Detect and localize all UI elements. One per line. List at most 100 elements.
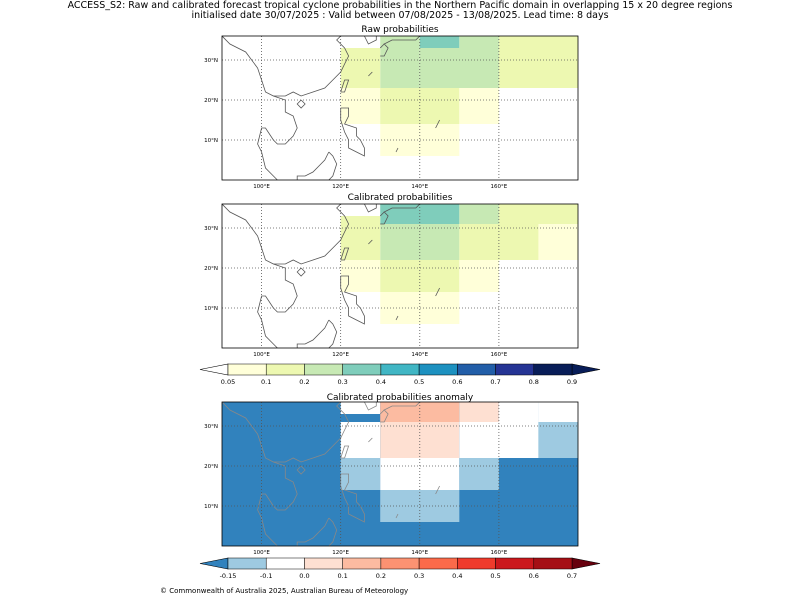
colorbar-segment <box>495 363 535 376</box>
colorbar-tick-label: 0.4 <box>452 572 462 580</box>
x-tick-label: 100°E <box>253 550 270 556</box>
colorbar-tick-label: 0.7 <box>567 572 577 580</box>
probability-cell <box>459 224 539 260</box>
x-tick-label: 100°E <box>253 184 270 190</box>
colorbar-segment <box>380 557 420 570</box>
colorbar-tick-label: 0.3 <box>337 378 347 386</box>
colorbar-tick-label: 0.1 <box>337 572 347 580</box>
colorbar-segment <box>265 363 305 376</box>
colorbar-segment <box>418 557 458 570</box>
x-tick-label: 160°E <box>491 184 508 190</box>
colorbar-tick-label: 0.5 <box>414 378 424 386</box>
colorbar-tick-label: 0.6 <box>529 572 539 580</box>
probability-cell <box>340 422 381 458</box>
coastline <box>296 517 330 546</box>
coastline <box>435 119 440 129</box>
figure-title-line1: ACCESS_S2: Raw and calibrated forecast t… <box>67 0 733 11</box>
map-panel-2: Calibrated probabilities 100°E 120°E 140°E 1… <box>204 193 579 358</box>
coastline <box>368 239 373 245</box>
x-tick-label: 120°E <box>332 550 349 556</box>
figure-title-line2: initialised date 30/07/2025 : Valid betw… <box>191 10 609 21</box>
coastline <box>296 151 330 180</box>
colorbar-tick-label: 0.8 <box>529 378 539 386</box>
probability-cell <box>459 88 499 124</box>
coastline <box>364 204 377 213</box>
y-tick-label: 20°N <box>204 98 218 104</box>
coastline <box>222 204 298 348</box>
coastline <box>380 402 421 423</box>
colorbar-tick-label: 0.4 <box>376 378 386 386</box>
colorbar-segment <box>227 557 267 570</box>
probability-cell <box>498 48 578 88</box>
probability-colorbar: 0.05 0.1 0.2 0.3 0.4 0.5 0.6 0.7 0.8 0.9 <box>199 363 601 386</box>
map-panel-1: Raw probabilities 100°E 120°E 140°E 160°E 10°… <box>204 25 579 190</box>
y-tick-label: 10°N <box>204 138 218 144</box>
colorbar-extend-high <box>571 363 601 376</box>
colorbar-tick-label: 0.7 <box>490 378 500 386</box>
colorbar-tick-label: 0.6 <box>452 378 462 386</box>
coastline <box>364 402 377 411</box>
probability-cell <box>498 204 578 224</box>
map-frame <box>221 401 579 547</box>
probability-cell <box>538 422 578 458</box>
colorbar-tick-label: 0.05 <box>221 378 235 386</box>
panel-title: Calibrated probabilities <box>348 193 453 203</box>
coastline <box>380 36 421 57</box>
probability-cell <box>419 36 460 48</box>
probability-cell <box>380 224 460 260</box>
x-tick-label: 120°E <box>332 352 349 358</box>
y-tick-label: 20°N <box>204 464 218 470</box>
probability-cell <box>340 402 381 414</box>
map-plot-area <box>222 402 578 546</box>
colorbar-segment <box>533 557 573 570</box>
probability-cell <box>380 422 460 458</box>
colorbar-segment <box>457 557 496 570</box>
probability-cell <box>340 88 381 124</box>
coastline <box>340 473 365 523</box>
coastline <box>379 43 385 49</box>
colorbar-tick-label: 0.2 <box>376 572 386 580</box>
x-tick-label: 120°E <box>332 184 349 190</box>
coastline <box>379 211 385 217</box>
coastline <box>296 319 330 348</box>
probability-cell <box>538 402 578 422</box>
colorbar-segment <box>342 557 382 570</box>
colorbar-segment <box>418 363 458 376</box>
colorbar-segment <box>380 363 420 376</box>
coastline <box>222 36 298 180</box>
x-tick-label: 160°E <box>491 550 508 556</box>
copyright-footer: © Commonwealth of Australia 2025, Austra… <box>160 587 409 595</box>
coastline <box>380 204 421 225</box>
colorbar-extend-high <box>571 557 601 570</box>
colorbar-segment <box>342 363 382 376</box>
x-tick-label: 160°E <box>491 352 508 358</box>
colorbar-segment <box>495 557 535 570</box>
panel-title: Calibrated probabilities anomaly <box>327 393 474 403</box>
probability-cell <box>459 422 539 458</box>
probability-cell <box>419 48 499 88</box>
coastline <box>328 517 338 546</box>
colorbar-tick-label: 0.2 <box>299 378 309 386</box>
coastline <box>222 402 298 546</box>
colorbar-segment <box>304 557 343 570</box>
probability-cell <box>459 204 499 224</box>
coastline <box>296 465 306 475</box>
coastline <box>395 315 399 321</box>
colorbar-segment <box>304 363 343 376</box>
coastline <box>328 151 338 180</box>
colorbar-segment <box>457 363 496 376</box>
panel-title: Raw probabilities <box>361 25 439 35</box>
probability-cell <box>459 36 499 48</box>
y-tick-label: 20°N <box>204 266 218 272</box>
colorbar-tick-label: 0.1 <box>261 378 271 386</box>
coastline <box>435 287 440 297</box>
coastline <box>340 275 365 325</box>
probability-cell <box>498 36 578 48</box>
probability-cell <box>459 260 499 292</box>
probability-cell <box>459 402 499 422</box>
coastline <box>364 36 377 45</box>
colorbar-tick-label: 0.0 <box>299 572 309 580</box>
coastline <box>368 437 373 443</box>
y-tick-label: 30°N <box>204 424 218 430</box>
